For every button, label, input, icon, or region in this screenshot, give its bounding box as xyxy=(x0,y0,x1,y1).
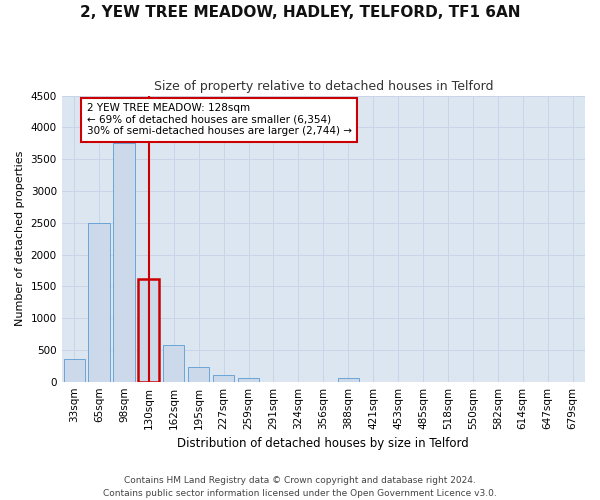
Bar xyxy=(163,345,184,382)
Text: 2 YEW TREE MEADOW: 128sqm
← 69% of detached houses are smaller (6,354)
30% of se: 2 YEW TREE MEADOW: 128sqm ← 69% of detac… xyxy=(86,103,352,136)
Text: Contains HM Land Registry data © Crown copyright and database right 2024.
Contai: Contains HM Land Registry data © Crown c… xyxy=(103,476,497,498)
Bar xyxy=(113,143,134,382)
Y-axis label: Number of detached properties: Number of detached properties xyxy=(15,151,25,326)
Bar xyxy=(138,278,160,382)
Bar xyxy=(188,367,209,382)
X-axis label: Distribution of detached houses by size in Telford: Distribution of detached houses by size … xyxy=(178,437,469,450)
Title: Size of property relative to detached houses in Telford: Size of property relative to detached ho… xyxy=(154,80,493,93)
Bar xyxy=(213,375,234,382)
Text: 2, YEW TREE MEADOW, HADLEY, TELFORD, TF1 6AN: 2, YEW TREE MEADOW, HADLEY, TELFORD, TF1… xyxy=(80,5,520,20)
Bar xyxy=(88,222,110,382)
Bar xyxy=(64,360,85,382)
Bar xyxy=(238,378,259,382)
Bar xyxy=(338,378,359,382)
